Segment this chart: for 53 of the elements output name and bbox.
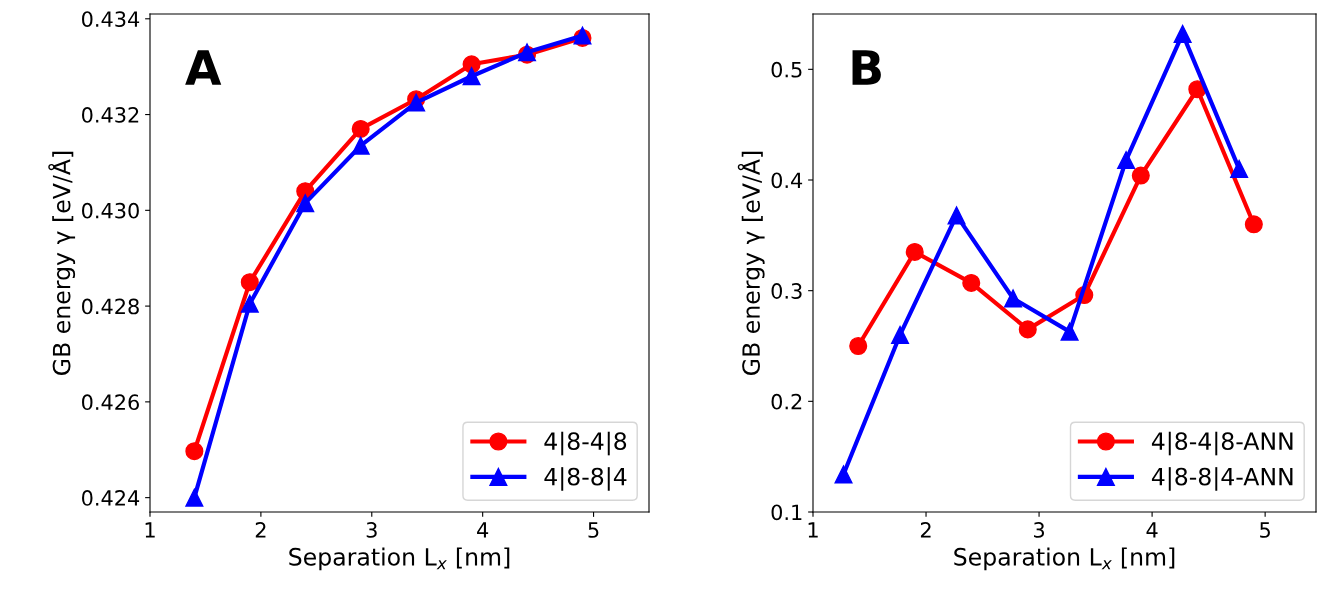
x-tick-label: 4 [1146, 522, 1158, 538]
annotation: A [185, 50, 222, 85]
y-axis-title: GB energy γ [eV/Å] [48, 151, 76, 375]
point [240, 294, 259, 313]
y-tick-label: 0.4 [771, 172, 803, 189]
x-tick-label: 1 [145, 522, 155, 538]
x-tick-label: 4 [477, 522, 489, 538]
point [1173, 24, 1192, 43]
point [296, 194, 315, 213]
legend-label: 4|8-4|8-ANN [1151, 431, 1293, 456]
y-tick-label: 0.430 [82, 202, 139, 219]
x-axis-title: Separation L$_{x}$ [nm] [289, 547, 510, 571]
y-tick-label: 0.426 [82, 394, 139, 411]
point [1117, 151, 1136, 170]
point [834, 465, 853, 484]
point [1018, 320, 1037, 339]
x-tick-label: 5 [588, 522, 599, 538]
x-tick-label: 1 [808, 522, 818, 538]
point [1230, 159, 1249, 178]
point [905, 242, 924, 261]
y-tick-label: 0.434 [82, 11, 140, 27]
y-tick-label: 0.428 [82, 298, 139, 315]
y-tick-label: 0.2 [771, 393, 802, 410]
point [1131, 166, 1150, 185]
point [462, 67, 481, 86]
y-tick-label: 0.5 [771, 61, 802, 78]
legend-label: 4|8-8|4-ANN [1151, 467, 1293, 491]
point [185, 488, 204, 507]
y-axis-title: GB energy γ [eV/Å] [737, 151, 765, 375]
point [1060, 322, 1079, 341]
x-tick-label: 2 [920, 522, 931, 538]
point [1004, 289, 1023, 308]
point [1244, 215, 1263, 234]
y-tick-label: 0.1 [771, 504, 802, 521]
x-tick-label: 2 [255, 522, 266, 538]
legend-label: 4|8-4|8 [544, 431, 627, 456]
annotation: B [852, 50, 881, 85]
point [185, 442, 204, 461]
point [240, 273, 259, 292]
x-axis-title: Separation L$_{x}$ [nm] [954, 547, 1175, 571]
y-tick-label: 0.3 [771, 283, 802, 299]
x-tick-label: 3 [366, 522, 377, 538]
x-tick-label: 5 [1260, 522, 1270, 538]
point [351, 136, 370, 155]
point [351, 119, 370, 138]
point [849, 336, 868, 356]
y-tick-label: 0.432 [82, 107, 139, 123]
legend-label: 4|8-8|4 [544, 467, 627, 491]
point [891, 325, 910, 344]
x-tick-label: 3 [1034, 522, 1045, 538]
y-tick-label: 0.424 [82, 490, 140, 506]
point [947, 206, 966, 225]
point [962, 273, 981, 292]
